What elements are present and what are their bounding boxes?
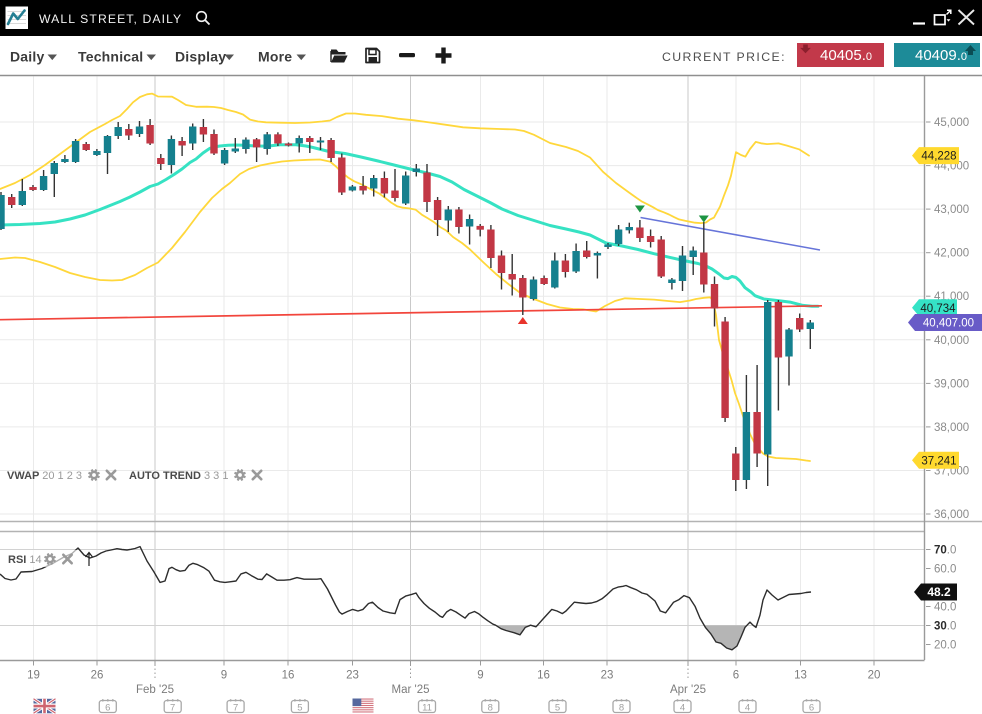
svg-text:60.0: 60.0: [934, 564, 956, 576]
svg-text:6: 6: [809, 703, 814, 714]
svg-text:More: More: [258, 49, 292, 65]
svg-text:4: 4: [680, 703, 685, 714]
svg-text:37,241: 37,241: [921, 455, 956, 467]
svg-text:8: 8: [488, 703, 493, 714]
svg-text:20.0: 20.0: [934, 640, 956, 652]
svg-text:19: 19: [27, 670, 40, 682]
svg-text:5: 5: [297, 703, 302, 714]
svg-text:Feb '25: Feb '25: [136, 684, 174, 696]
svg-text:36,000: 36,000: [934, 509, 969, 521]
svg-text:9: 9: [221, 670, 227, 682]
svg-text:7: 7: [233, 703, 238, 714]
svg-text:AUTO TREND 3 3 1: AUTO TREND 3 3 1: [129, 470, 228, 482]
svg-text:9: 9: [477, 670, 483, 682]
svg-text:40,734: 40,734: [920, 303, 956, 315]
svg-text:39,000: 39,000: [934, 378, 969, 390]
svg-text:23: 23: [601, 670, 614, 682]
svg-text:40,407.00: 40,407.00: [923, 318, 974, 330]
svg-text:RSI 14: RSI 14: [8, 554, 42, 566]
svg-text:16: 16: [282, 670, 295, 682]
svg-text:CURRENT PRICE:: CURRENT PRICE:: [662, 50, 786, 64]
svg-text:Mar '25: Mar '25: [392, 684, 430, 696]
svg-text:WALL STREET, DAILY: WALL STREET, DAILY: [39, 12, 182, 26]
svg-text:VWAP 20 1 2 3: VWAP 20 1 2 3: [7, 470, 82, 482]
svg-text:48.2: 48.2: [927, 585, 951, 599]
svg-text:40405.0: 40405.0: [820, 47, 872, 64]
svg-text:13: 13: [794, 670, 807, 682]
svg-text:Display: Display: [175, 49, 226, 65]
svg-text:30.0: 30.0: [934, 621, 956, 633]
svg-text:40409.0: 40409.0: [915, 47, 967, 64]
svg-text:Technical: Technical: [78, 49, 143, 65]
svg-text:5: 5: [555, 703, 560, 714]
svg-text:Apr '25: Apr '25: [670, 684, 706, 696]
svg-text:6: 6: [733, 670, 739, 682]
svg-text:43,000: 43,000: [934, 204, 969, 216]
svg-text:40.0: 40.0: [934, 602, 956, 614]
svg-text:26: 26: [91, 670, 104, 682]
svg-text:8: 8: [619, 703, 624, 714]
svg-text:Daily: Daily: [10, 49, 44, 65]
svg-text:4: 4: [745, 703, 750, 714]
svg-text:7: 7: [170, 703, 175, 714]
svg-text:6: 6: [105, 703, 110, 714]
svg-text:44,228: 44,228: [921, 151, 956, 163]
svg-text:45,000: 45,000: [934, 117, 969, 129]
svg-text:11: 11: [422, 703, 432, 714]
svg-text:70.0: 70.0: [934, 545, 956, 557]
svg-text:38,000: 38,000: [934, 422, 969, 434]
svg-text:42,000: 42,000: [934, 248, 969, 260]
svg-text:20: 20: [868, 670, 881, 682]
svg-text:40,000: 40,000: [934, 335, 969, 347]
svg-text:16: 16: [537, 670, 550, 682]
svg-text:23: 23: [346, 670, 359, 682]
